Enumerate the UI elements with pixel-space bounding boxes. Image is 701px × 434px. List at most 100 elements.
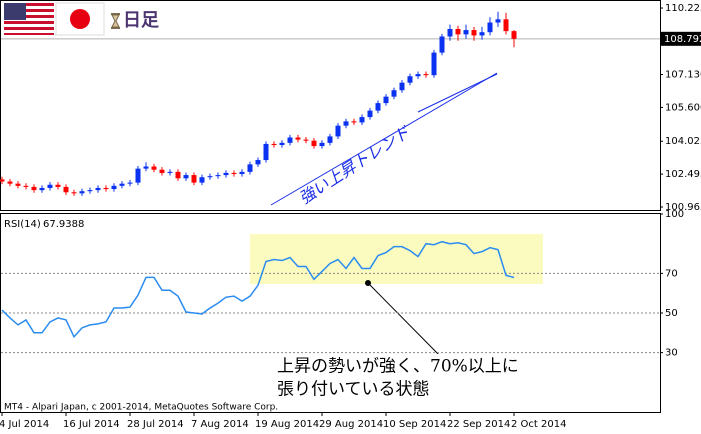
- trend-line: [270, 72, 498, 206]
- hourglass-icon: [111, 13, 120, 29]
- candle-body: [119, 183, 125, 186]
- candle-body: [367, 110, 373, 118]
- candle-body: [127, 182, 133, 184]
- candle-body: [359, 117, 365, 123]
- x-tick-label: 4 Jul 2014: [0, 419, 49, 430]
- candle-body: [79, 191, 85, 194]
- candle-body: [319, 142, 325, 147]
- candle-body: [503, 19, 509, 32]
- rsi-highlight: [250, 234, 543, 284]
- x-tick-label: 7 Aug 2014: [191, 419, 249, 430]
- candle-body: [135, 168, 141, 183]
- candle-body: [383, 96, 389, 104]
- y-tick-label: 104.025: [665, 136, 701, 147]
- candle-body: [223, 172, 229, 176]
- y-tick-label: 105.600: [665, 102, 701, 113]
- candle-body: [55, 184, 61, 187]
- candle-body: [231, 172, 237, 175]
- candle-body: [479, 32, 485, 36]
- x-tick-label: 22 Sep 2014: [447, 419, 510, 430]
- candle-body: [239, 171, 245, 175]
- candle-body: [255, 160, 261, 165]
- y-tick-label: 102.495: [665, 169, 701, 180]
- last-price-label: 108.792: [664, 34, 701, 45]
- y-tick-label: 30: [665, 348, 678, 359]
- candle-body: [415, 74, 421, 77]
- candle-body: [159, 169, 165, 173]
- candle-body: [271, 143, 277, 146]
- candle-body: [71, 192, 77, 194]
- candle-body: [39, 187, 45, 191]
- candle-body: [391, 90, 397, 97]
- pointer-dot: [365, 280, 371, 286]
- rsi-annotation: 張り付いている状態: [277, 380, 430, 400]
- candle-body: [199, 177, 205, 183]
- annotation-box: [272, 354, 558, 400]
- candle-body: [399, 82, 405, 91]
- candle-body: [215, 175, 221, 177]
- candle-body: [431, 52, 437, 76]
- candle-body: [247, 164, 253, 172]
- x-tick-label: 28 Jul 2014: [127, 419, 184, 430]
- candle-body: [407, 76, 413, 83]
- rsi-current-value: 67.9388: [43, 219, 84, 230]
- y-tick-label: 107.130: [665, 70, 701, 81]
- candle-body: [47, 184, 53, 188]
- candle-body: [167, 171, 173, 173]
- main-frame: [0, 0, 661, 211]
- candle-body: [63, 186, 69, 193]
- copyright: MT4 - Alpari Japan, c 2001-2014, MetaQuo…: [4, 403, 278, 413]
- pointer-line: [367, 282, 447, 363]
- candle-body: [447, 28, 453, 37]
- y-tick-label: 50: [665, 308, 678, 319]
- candle-body: [87, 190, 93, 192]
- timeframe-label: 日足: [123, 10, 159, 31]
- candle-body: [455, 28, 461, 35]
- candle-body: [487, 22, 493, 33]
- candle-body: [311, 140, 317, 147]
- candle-body: [23, 185, 29, 187]
- last-price-box: [660, 31, 701, 46]
- x-tick-label: 29 Aug 2014: [319, 419, 383, 430]
- candle-body: [303, 139, 309, 141]
- candle-body: [511, 31, 517, 39]
- japan-flag: [55, 2, 105, 36]
- candle-body: [191, 175, 197, 183]
- candle-body: [31, 186, 37, 191]
- candle-body: [103, 187, 109, 190]
- y-tick-label: 100.965: [665, 202, 701, 213]
- candle-body: [471, 30, 477, 36]
- rsi-annotation: 上昇の勢いが強く、70%以上に: [277, 357, 519, 377]
- rsi-line: [1, 240, 515, 339]
- y-tick-label: 70: [665, 268, 678, 279]
- x-tick-label: 2 Oct 2014: [511, 419, 566, 430]
- us-flag: [4, 3, 54, 35]
- candle-body: [111, 185, 117, 190]
- candle-body: [0, 179, 5, 182]
- y-tick-label: 100: [665, 209, 684, 220]
- candle-body: [15, 183, 21, 186]
- candle-body: [327, 136, 333, 143]
- candle-body: [495, 19, 501, 23]
- candle-body: [335, 125, 341, 137]
- candle-body: [295, 137, 301, 140]
- candle-body: [7, 181, 13, 184]
- candle-body: [183, 175, 189, 179]
- trend-line: [417, 73, 498, 113]
- rsi-title: RSI(14): [4, 219, 41, 230]
- x-tick-label: 10 Sep 2014: [383, 419, 446, 430]
- candle-body: [279, 142, 285, 146]
- candle-body: [423, 74, 429, 76]
- candle-body: [175, 171, 181, 179]
- candle-body: [263, 143, 269, 161]
- candle-body: [207, 176, 213, 178]
- candle-body: [287, 137, 293, 143]
- candle-body: [151, 166, 157, 170]
- candle-body: [95, 187, 101, 191]
- candle-body: [463, 30, 469, 35]
- y-tick-label: 110.225: [665, 3, 701, 14]
- candle-body: [143, 166, 149, 169]
- x-tick-label: 16 Jul 2014: [63, 419, 120, 430]
- candle-body: [351, 121, 357, 123]
